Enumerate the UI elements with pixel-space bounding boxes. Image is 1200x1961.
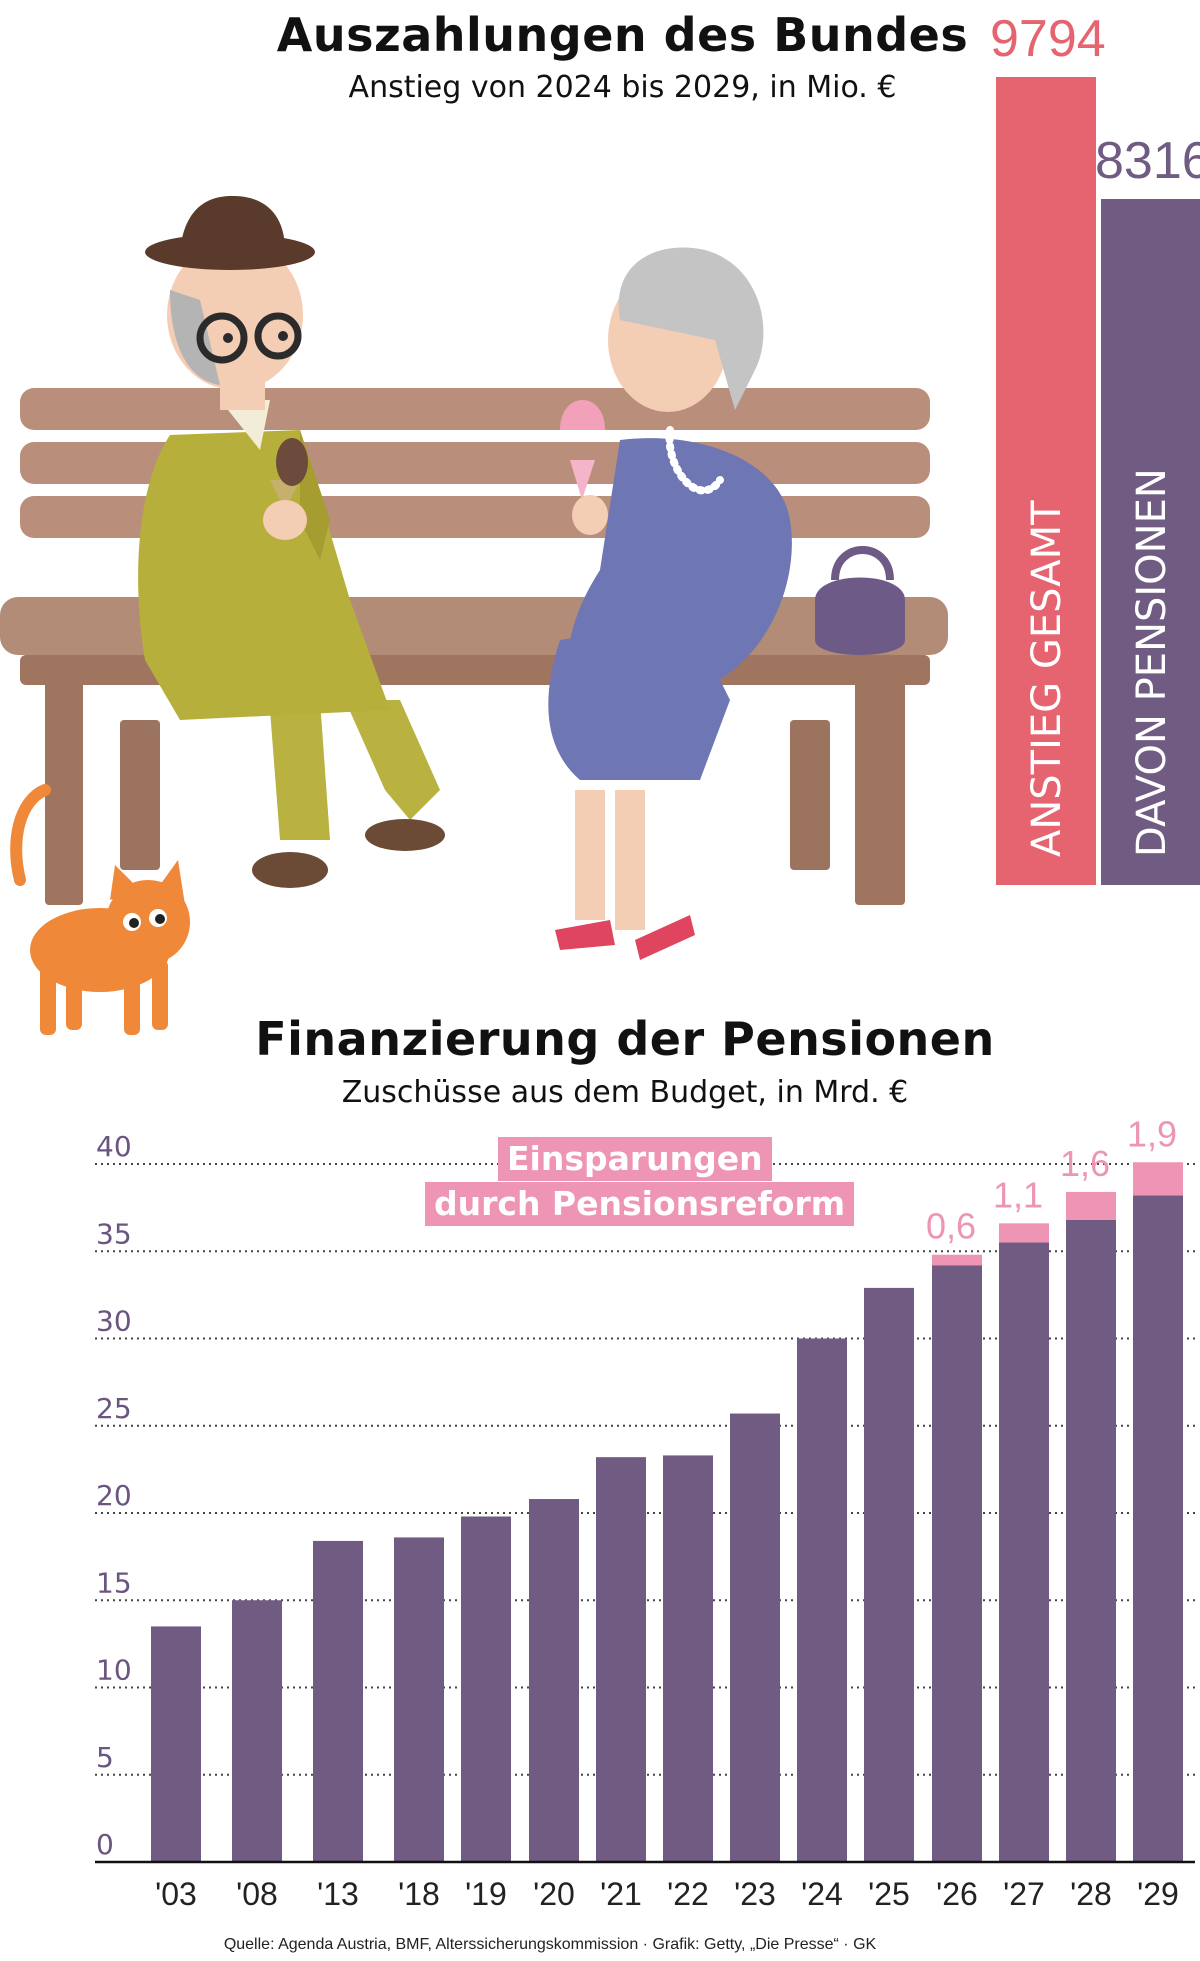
bar-7 — [663, 1455, 713, 1862]
handbag-icon — [815, 546, 905, 655]
cat-icon — [10, 784, 190, 1035]
x-tick-label-13: '28 — [1070, 1876, 1112, 1912]
man-with-hat-icon — [138, 195, 445, 888]
bar-1 — [232, 1600, 282, 1862]
park-bench-icon — [0, 388, 948, 905]
legend-line-1: Einsparungen — [498, 1137, 772, 1181]
x-tick-label-8: '23 — [734, 1876, 776, 1912]
bar-8 — [730, 1413, 780, 1862]
savings-label-14: 1,9 — [1127, 1115, 1177, 1154]
x-tick-label-9: '24 — [801, 1876, 843, 1912]
x-tick-label-11: '26 — [936, 1876, 978, 1912]
savings-label-12: 1,1 — [993, 1174, 1043, 1215]
y-tick-label: 10 — [96, 1654, 132, 1687]
source-note: Quelle: Agenda Austria, BMF, Alterssiche… — [223, 1936, 877, 1953]
top-chart-subtitle: Anstieg von 2024 bis 2029, in Mio. € — [348, 70, 897, 105]
bar-6 — [596, 1457, 646, 1862]
y-tick-label: 0 — [96, 1828, 114, 1861]
top-bar-label-2: DAVON PENSIONEN — [1129, 468, 1175, 857]
top-bar-1 — [996, 77, 1096, 885]
woman-with-ice-cream-icon — [548, 247, 792, 960]
bar-3 — [394, 1537, 444, 1862]
y-tick-label: 20 — [96, 1479, 132, 1512]
bar-11 — [932, 1265, 982, 1862]
bar-10 — [864, 1287, 914, 1862]
x-tick-label-2: '13 — [317, 1876, 359, 1912]
bar-14 — [1133, 1195, 1183, 1862]
x-tick-label-5: '20 — [533, 1876, 575, 1912]
x-tick-label-10: '25 — [868, 1876, 910, 1912]
top-bar-label-1: ANSTIEG GESAMT — [1024, 500, 1070, 857]
y-tick-label: 15 — [96, 1566, 132, 1599]
chart-title: Finanzierung der Pensionen — [255, 1012, 995, 1066]
bar-chart: 0 5 10 15 20 25 30 35 40 '03 '08 '13 '18 '19 '20 '21 '22… — [95, 1115, 1195, 1912]
x-tick-label-6: '21 — [600, 1876, 642, 1912]
savings-bar-12 — [999, 1223, 1049, 1243]
bar-0 — [151, 1626, 201, 1862]
x-tick-label-1: '08 — [236, 1876, 278, 1912]
top-bar-value-2: 8316 — [1095, 131, 1200, 190]
x-tick-label-12: '27 — [1003, 1876, 1045, 1912]
bar-12 — [999, 1242, 1049, 1862]
x-tick-label-0: '03 — [155, 1876, 197, 1912]
bar-9 — [797, 1338, 847, 1862]
y-tick-label: 5 — [96, 1741, 114, 1774]
y-tick-label: 35 — [96, 1217, 132, 1250]
top-chart-title: Auszahlungen des Bundes — [276, 8, 969, 62]
top-bar-2 — [1101, 198, 1200, 885]
y-tick-label: 30 — [96, 1305, 132, 1338]
bar-5 — [529, 1499, 579, 1862]
y-tick-label: 25 — [96, 1392, 132, 1425]
savings-bar-13 — [1066, 1191, 1116, 1220]
savings-label-13: 1,6 — [1060, 1143, 1110, 1184]
x-tick-label-4: '19 — [465, 1876, 507, 1912]
savings-bar-14 — [1133, 1162, 1183, 1196]
legend-line-2: durch Pensionsreform — [425, 1182, 855, 1226]
chart-subtitle: Zuschüsse aus dem Budget, in Mrd. € — [341, 1075, 909, 1110]
bar-4 — [461, 1516, 511, 1862]
savings-bar-11 — [932, 1254, 982, 1266]
x-tick-label-7: '22 — [667, 1876, 709, 1912]
bar-2 — [313, 1540, 363, 1862]
top-bar-value-1: 9794 — [990, 10, 1106, 68]
bar-13 — [1066, 1219, 1116, 1862]
y-tick-label: 40 — [96, 1130, 132, 1163]
illustration — [0, 195, 948, 1035]
x-tick-label-3: '18 — [398, 1876, 440, 1912]
savings-label-11: 0,6 — [926, 1206, 976, 1247]
x-tick-label-14: '29 — [1137, 1876, 1179, 1912]
